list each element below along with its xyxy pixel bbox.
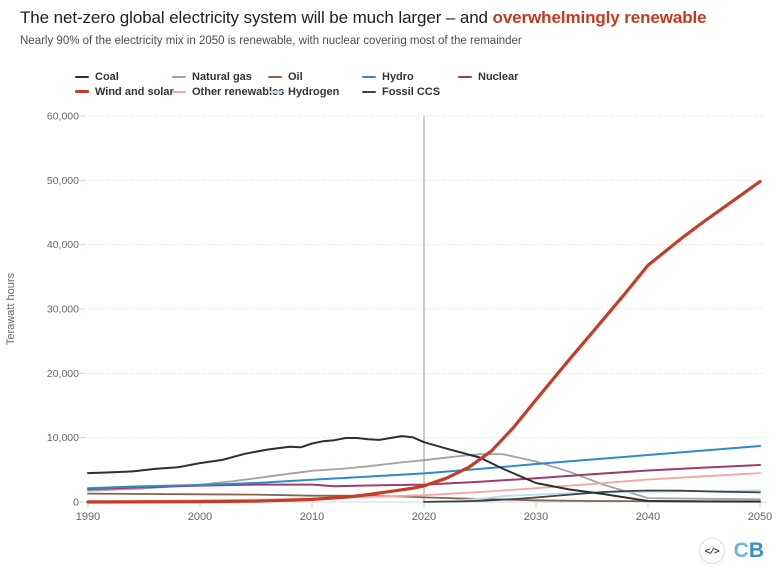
logo-letter-c: C bbox=[733, 539, 749, 562]
carbon-brief-logo[interactable]: CB bbox=[734, 539, 764, 563]
legend-swatch-coal bbox=[75, 75, 89, 78]
legend-item-nuclear[interactable]: Nuclear bbox=[458, 70, 518, 83]
y-axis-label-10000: 10,000 bbox=[47, 432, 79, 444]
legend-item-other-renewables[interactable]: Other renewables bbox=[172, 85, 284, 98]
y-axis-label-0: 0 bbox=[73, 497, 79, 509]
y-axis-label-20000: 20,000 bbox=[47, 368, 79, 380]
legend-swatch-fossil-ccs bbox=[362, 90, 376, 93]
series-line-hydro bbox=[87, 445, 761, 490]
x-axis-label-2010: 2010 bbox=[300, 511, 324, 523]
x-axis-label-2020: 2020 bbox=[412, 511, 436, 523]
legend-label-fossil-ccs: Fossil CCS bbox=[382, 85, 441, 98]
embed-code-icon[interactable]: </> bbox=[698, 538, 725, 564]
page-title: The net-zero global electricity system w… bbox=[20, 8, 707, 28]
legend-swatch-wind-and-solar bbox=[75, 90, 89, 93]
legend-item-oil[interactable]: Oil bbox=[268, 70, 303, 83]
y-axis-title: Terawatt hours bbox=[5, 272, 17, 345]
legend-item-fossil-ccs[interactable]: Fossil CCS bbox=[362, 85, 440, 98]
legend-item-hydro[interactable]: Hydro bbox=[362, 70, 414, 83]
logo-letter-b: B bbox=[748, 539, 764, 562]
legend-label-hydro: Hydro bbox=[382, 70, 414, 83]
legend-swatch-other-renewables bbox=[172, 90, 186, 93]
x-axis-label-2000: 2000 bbox=[188, 511, 212, 523]
x-axis-label-1990: 1990 bbox=[76, 511, 100, 523]
series-line-natural-gas bbox=[87, 453, 761, 501]
series-line-wind-and-solar bbox=[86, 180, 762, 504]
page-title-emphasis: overwhelmingly renewable bbox=[492, 8, 707, 27]
legend-label-wind-and-solar: Wind and solar bbox=[95, 85, 174, 98]
series-line-coal bbox=[87, 435, 761, 503]
legend-item-wind-and-solar[interactable]: Wind and solar bbox=[75, 85, 174, 98]
legend-swatch-hydro bbox=[362, 75, 376, 78]
x-axis-label-2050: 2050 bbox=[748, 511, 772, 523]
y-axis-label-60000: 60,000 bbox=[47, 111, 79, 123]
y-axis-label-30000: 30,000 bbox=[47, 304, 79, 316]
legend-swatch-oil bbox=[268, 75, 282, 78]
legend-item-hydrogen[interactable]: Hydrogen bbox=[268, 85, 339, 98]
legend-label-oil: Oil bbox=[288, 70, 303, 83]
legend-label-nuclear: Nuclear bbox=[478, 70, 519, 83]
legend-swatch-nuclear bbox=[458, 75, 472, 78]
legend-label-coal: Coal bbox=[95, 70, 119, 83]
y-axis-label-50000: 50,000 bbox=[47, 175, 79, 187]
legend-swatch-natural-gas bbox=[172, 75, 186, 78]
page-subtitle: Nearly 90% of the electricity mix in 205… bbox=[20, 35, 522, 47]
legend-item-natural-gas[interactable]: Natural gas bbox=[172, 70, 252, 83]
x-axis-label-2030: 2030 bbox=[524, 511, 548, 523]
legend-label-natural-gas: Natural gas bbox=[192, 70, 252, 83]
legend-swatch-hydrogen bbox=[268, 90, 282, 93]
x-axis-label-2040: 2040 bbox=[636, 511, 660, 523]
legend-item-coal[interactable]: Coal bbox=[75, 70, 119, 83]
page-title-prefix: The net-zero global electricity system w… bbox=[20, 8, 493, 27]
series-line-fossil-ccs bbox=[423, 489, 761, 503]
footer: </> CB bbox=[698, 538, 764, 564]
chart-legend: Coal Natural gas Oil Hydro Nuclear Wind and s… bbox=[0, 0, 780, 105]
legend-label-hydrogen: Hydrogen bbox=[288, 85, 340, 98]
y-axis-label-40000: 40,000 bbox=[47, 239, 79, 251]
legend-label-other-renewables: Other renewables bbox=[192, 85, 285, 98]
